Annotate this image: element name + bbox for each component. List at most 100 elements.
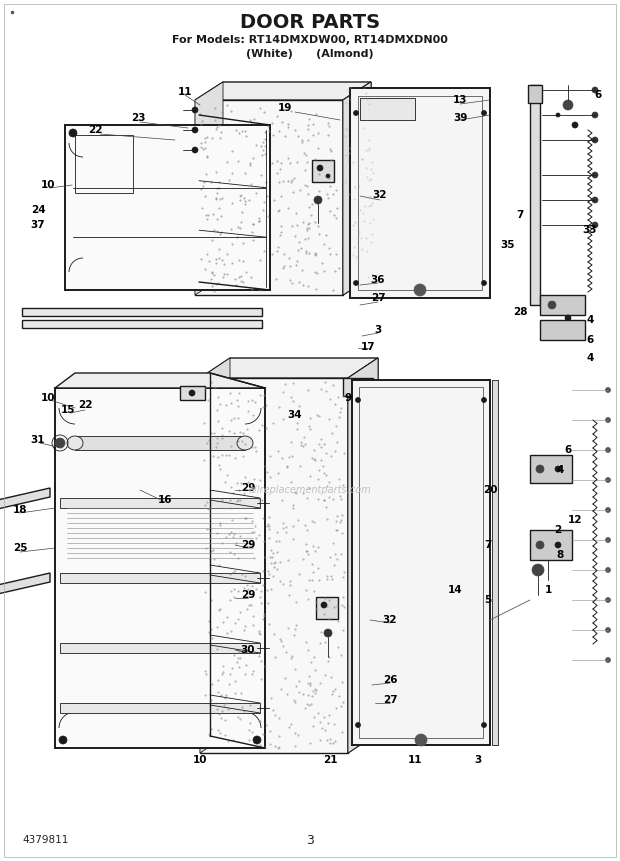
Circle shape [353, 110, 358, 115]
Circle shape [606, 478, 611, 482]
Circle shape [592, 197, 598, 203]
Circle shape [592, 137, 598, 143]
Text: For Models: RT14DMXDW00, RT14DMXDN00: For Models: RT14DMXDW00, RT14DMXDN00 [172, 35, 448, 45]
Circle shape [59, 736, 67, 744]
Circle shape [555, 542, 561, 548]
Polygon shape [195, 82, 371, 100]
Circle shape [606, 598, 611, 603]
Text: 18: 18 [13, 505, 27, 515]
Circle shape [536, 465, 544, 473]
Text: 7: 7 [484, 540, 492, 550]
Circle shape [353, 281, 358, 286]
Text: 31: 31 [31, 435, 45, 445]
Bar [60, 643, 260, 653]
Polygon shape [343, 82, 371, 295]
Bar [180, 386, 205, 400]
Text: 29: 29 [241, 483, 255, 493]
Bar [200, 378, 348, 753]
Circle shape [482, 110, 487, 115]
Text: 15: 15 [61, 405, 75, 415]
Polygon shape [195, 82, 223, 295]
Bar [312, 160, 334, 182]
Circle shape [572, 122, 578, 128]
Circle shape [321, 602, 327, 608]
Bar [195, 100, 343, 295]
Circle shape [606, 628, 611, 633]
Text: 11: 11 [178, 87, 192, 97]
Bar [350, 88, 490, 298]
Text: allreplacementparts.com: allreplacementparts.com [249, 485, 371, 495]
Text: 35: 35 [501, 240, 515, 250]
Text: 4: 4 [556, 465, 564, 475]
Bar [343, 378, 373, 396]
Circle shape [355, 398, 360, 402]
Text: (White)      (Almond): (White) (Almond) [246, 49, 374, 59]
Circle shape [415, 734, 427, 746]
Text: 20: 20 [483, 485, 497, 495]
Bar [316, 597, 338, 619]
Text: 36: 36 [371, 275, 385, 285]
Bar [60, 703, 260, 713]
Text: 5: 5 [484, 595, 492, 605]
Bar [65, 125, 270, 290]
Bar [530, 530, 572, 560]
Text: 29: 29 [241, 590, 255, 600]
Bar [55, 388, 265, 748]
Circle shape [606, 567, 611, 573]
Circle shape [563, 100, 573, 110]
Circle shape [565, 315, 571, 321]
Text: 22: 22 [88, 125, 102, 135]
Bar [60, 573, 260, 583]
Circle shape [192, 107, 198, 113]
Polygon shape [200, 358, 230, 753]
Text: 3: 3 [474, 755, 482, 765]
Circle shape [606, 448, 611, 453]
Text: 25: 25 [13, 543, 27, 553]
Circle shape [189, 390, 195, 396]
Text: 32: 32 [383, 615, 397, 625]
Text: 22: 22 [78, 400, 92, 410]
Circle shape [317, 165, 323, 171]
Text: 7: 7 [516, 210, 524, 220]
Circle shape [324, 629, 332, 637]
Text: 16: 16 [157, 495, 172, 505]
Bar [360, 98, 415, 120]
Text: 29: 29 [241, 540, 255, 550]
Circle shape [355, 722, 360, 728]
Circle shape [314, 196, 322, 204]
Circle shape [592, 112, 598, 118]
Text: 6: 6 [564, 445, 572, 455]
Circle shape [192, 147, 198, 153]
Circle shape [592, 172, 598, 178]
Text: 8: 8 [556, 550, 564, 560]
Circle shape [69, 129, 77, 137]
Circle shape [606, 537, 611, 542]
Text: 1: 1 [544, 585, 552, 595]
Text: 37: 37 [30, 220, 45, 230]
Text: 27: 27 [371, 293, 385, 303]
Circle shape [192, 127, 198, 133]
Text: 10: 10 [41, 393, 55, 403]
Text: 32: 32 [373, 190, 388, 200]
Bar [530, 85, 540, 305]
Circle shape [592, 87, 598, 93]
Text: 24: 24 [30, 205, 45, 215]
Circle shape [532, 564, 544, 576]
Circle shape [592, 222, 598, 228]
Bar [75, 436, 245, 450]
Text: 19: 19 [278, 103, 292, 113]
Polygon shape [0, 488, 50, 515]
Text: 23: 23 [131, 113, 145, 123]
Ellipse shape [67, 436, 83, 450]
Bar [540, 320, 585, 340]
Bar [528, 85, 542, 103]
Text: 12: 12 [568, 515, 582, 525]
Text: 34: 34 [288, 410, 303, 420]
Text: 17: 17 [361, 342, 375, 352]
Text: 21: 21 [323, 755, 337, 765]
Circle shape [556, 113, 560, 117]
Polygon shape [200, 358, 378, 378]
Polygon shape [0, 573, 50, 601]
Bar [540, 295, 585, 315]
Text: 6: 6 [595, 90, 601, 100]
